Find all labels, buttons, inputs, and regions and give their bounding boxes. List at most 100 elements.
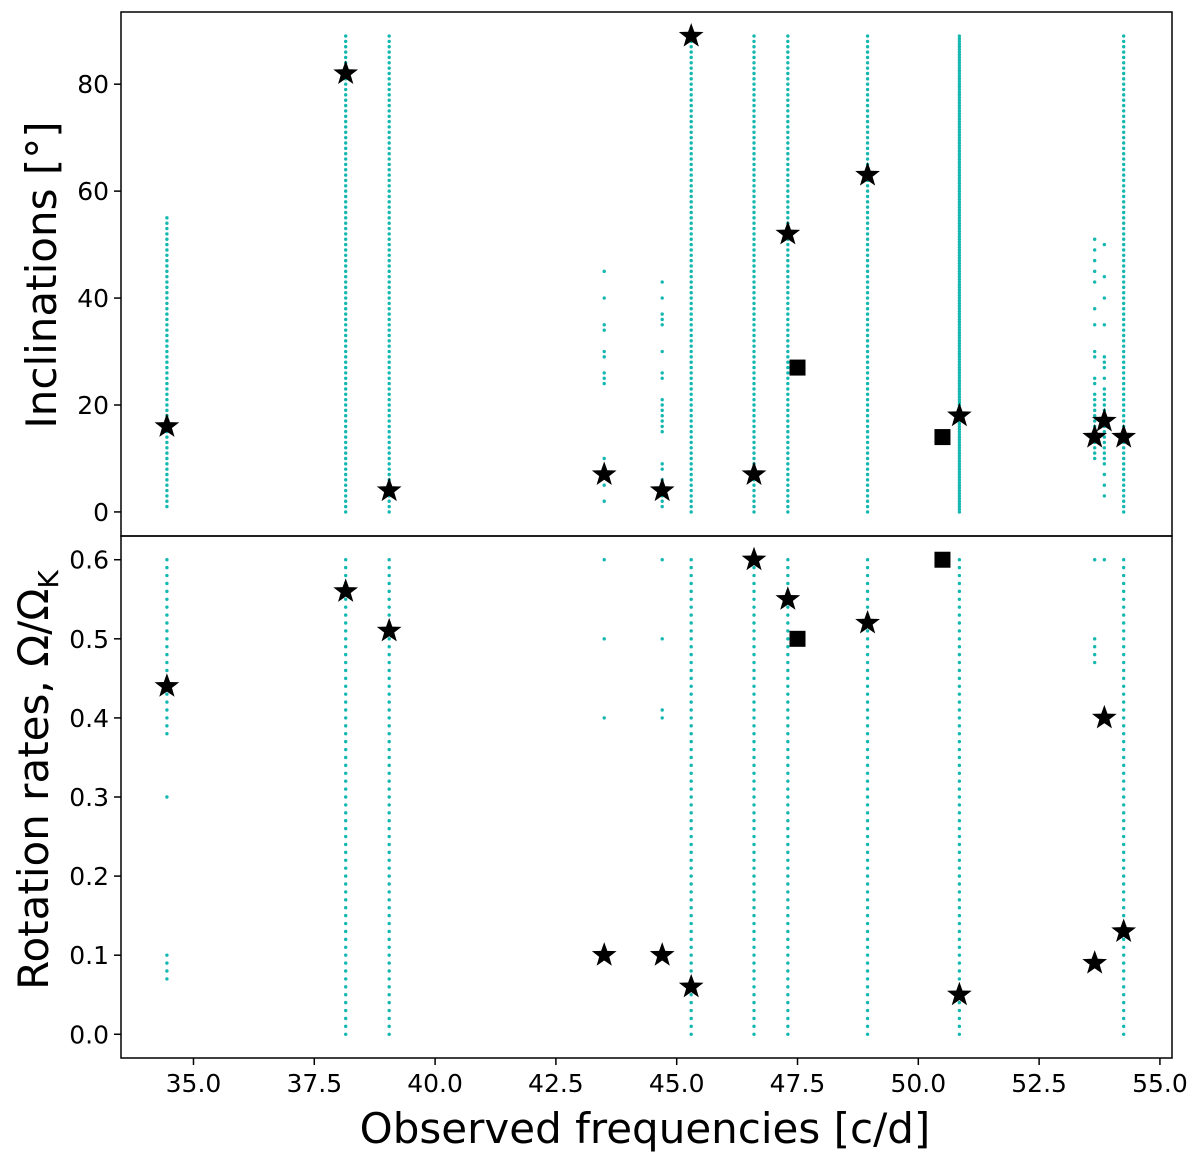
candidate-point: [786, 652, 790, 657]
candidate-point: [343, 50, 348, 54]
candidate-point: [343, 184, 348, 188]
candidate-point: [689, 61, 693, 65]
candidate-point: [957, 422, 962, 426]
candidate-point: [387, 732, 391, 736]
candidate-point: [957, 264, 962, 268]
candidate-point: [660, 558, 664, 562]
candidate-point: [343, 779, 348, 783]
candidate-point: [957, 771, 962, 775]
candidate-point: [957, 234, 962, 239]
square-marker: [934, 429, 951, 446]
candidate-point: [343, 232, 348, 236]
candidate-point: [1102, 451, 1107, 455]
candidate-point: [1121, 882, 1126, 886]
candidate-point: [1121, 819, 1126, 823]
candidate-point: [865, 494, 870, 498]
candidate-point: [865, 317, 870, 322]
candidate-point: [343, 413, 348, 418]
candidate-point: [165, 371, 169, 375]
candidate-point: [752, 216, 756, 220]
candidate-point: [786, 906, 790, 910]
candidate-point: [343, 392, 348, 397]
candidate-point: [786, 307, 790, 311]
candidate-point: [865, 961, 870, 965]
candidate-point: [387, 194, 391, 199]
candidate-point: [387, 253, 391, 257]
candidate-point: [387, 34, 391, 38]
candidate-point: [957, 906, 962, 910]
candidate-point: [343, 558, 348, 562]
candidate-point: [752, 274, 756, 279]
candidate-point: [786, 173, 790, 177]
candidate-point: [752, 834, 756, 839]
candidate-point: [752, 45, 756, 49]
candidate-point: [957, 581, 962, 586]
candidate-point: [165, 504, 169, 509]
candidate-point: [865, 371, 870, 375]
candidate-point: [689, 307, 693, 311]
candidate-point: [752, 39, 756, 44]
candidate-point: [786, 333, 790, 338]
candidate-point: [1092, 323, 1097, 327]
candidate-point: [387, 355, 391, 359]
candidate-point: [786, 125, 790, 129]
candidate-point: [689, 424, 693, 429]
candidate-point: [752, 397, 756, 402]
candidate-point: [752, 210, 756, 215]
candidate-point: [1121, 360, 1126, 364]
candidate-point: [689, 1032, 693, 1036]
x-tick-label: 37.5: [286, 1069, 342, 1098]
candidate-point: [689, 162, 693, 167]
star-marker: [947, 402, 972, 427]
candidate-point: [1121, 684, 1126, 688]
candidate-point: [865, 130, 870, 135]
star-marker: [855, 610, 880, 634]
candidate-point: [865, 125, 870, 129]
candidate-point: [957, 71, 962, 76]
candidate-point: [957, 1000, 962, 1005]
candidate-point: [1102, 387, 1107, 391]
candidate-point: [957, 558, 962, 562]
candidate-point: [1121, 355, 1126, 359]
candidate-point: [387, 763, 391, 768]
candidate-point: [957, 339, 962, 343]
candidate-point: [957, 435, 962, 439]
candidate-point: [786, 478, 790, 482]
candidate-point: [786, 483, 790, 487]
candidate-point: [343, 652, 348, 657]
candidate-point: [343, 510, 348, 514]
candidate-point: [387, 510, 391, 514]
candidate-point: [957, 475, 962, 479]
candidate-point: [752, 779, 756, 783]
candidate-point: [689, 253, 693, 257]
candidate-point: [957, 160, 962, 164]
candidate-point: [865, 403, 870, 407]
candidate-point: [865, 55, 870, 60]
candidate-point: [689, 200, 693, 204]
candidate-point: [865, 898, 870, 902]
candidate-point: [165, 221, 169, 225]
y-tick-label-top: 80: [77, 70, 109, 99]
candidate-point: [957, 272, 962, 276]
candidate-point: [957, 181, 962, 185]
candidate-point: [387, 755, 391, 760]
candidate-point: [1121, 173, 1126, 177]
candidate-point: [689, 333, 693, 338]
candidate-point: [786, 451, 790, 455]
candidate-point: [957, 192, 962, 196]
candidate-point: [752, 242, 756, 247]
candidate-point: [865, 365, 870, 370]
candidate-point: [1121, 446, 1126, 450]
candidate-point: [689, 371, 693, 375]
candidate-point: [957, 467, 962, 471]
candidate-point: [957, 111, 962, 116]
candidate-point: [689, 376, 693, 380]
candidate-point: [1121, 296, 1126, 300]
candidate-point: [865, 882, 870, 886]
candidate-point: [343, 565, 348, 570]
candidate-point: [957, 200, 962, 204]
candidate-point: [165, 264, 169, 268]
candidate-point: [1121, 451, 1126, 455]
candidate-point: [786, 301, 790, 306]
